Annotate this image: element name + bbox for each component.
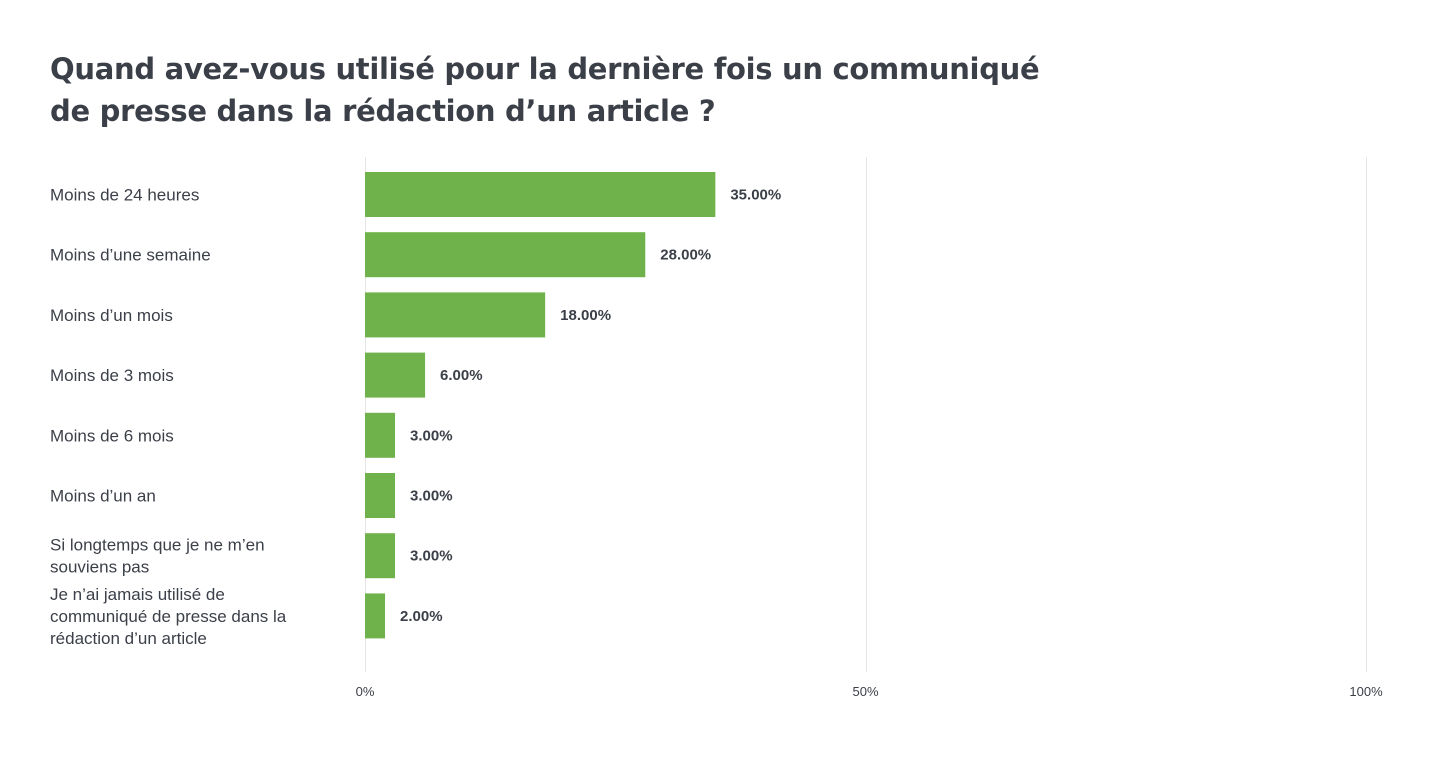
category-label: Moins de 24 heures [50,186,199,205]
category-label-line: Moins d’un an [50,487,156,506]
category-label: Je n’ai jamais utilisé de communiqué de p… [50,585,287,648]
bar [365,412,396,458]
category-label: Moins d’un mois [50,306,173,325]
bar [365,533,396,579]
bar [365,593,386,639]
bar [365,292,546,338]
value-label: 2.00% [400,608,443,625]
value-label: 3.00% [410,488,453,505]
category-label: Moins de 3 mois [50,366,174,385]
category-label-line: Moins d’une semaine [50,246,211,265]
category-label-line: Je n’ai jamais utilisé de [50,585,225,604]
chart-title: Quand avez-vous utilisé pour la dernière… [50,52,1040,128]
category-label-line: rédaction d’un article [50,629,207,648]
bar [365,172,716,217]
value-label: 18.00% [560,307,611,324]
bar [365,352,426,398]
category-label-line: communiqué de presse dans la [50,607,287,626]
category-label-line: Moins de 3 mois [50,366,174,385]
category-label: Si longtemps que je ne m’en souviens pas [50,536,265,577]
bar [365,232,646,278]
category-label-line: souviens pas [50,558,149,577]
category-label: Moins d’une semaine [50,246,211,265]
value-label: 3.00% [410,427,453,444]
category-label-line: Moins d’un mois [50,306,173,325]
x-tick-label: 0% [356,684,375,699]
x-tick-label: 100% [1349,684,1383,699]
value-label: 6.00% [440,367,483,384]
value-label: 3.00% [410,548,453,565]
category-label: Moins de 6 mois [50,426,174,445]
category-label-line: Si longtemps que je ne m’en [50,536,265,555]
bar [365,473,396,518]
category-label-line: Moins de 24 heures [50,186,199,205]
value-label: 35.00% [730,187,781,204]
x-tick-label: 50% [852,684,878,699]
category-label: Moins d’un an [50,487,156,506]
value-label: 28.00% [660,247,711,264]
category-label-line: Moins de 6 mois [50,426,174,445]
